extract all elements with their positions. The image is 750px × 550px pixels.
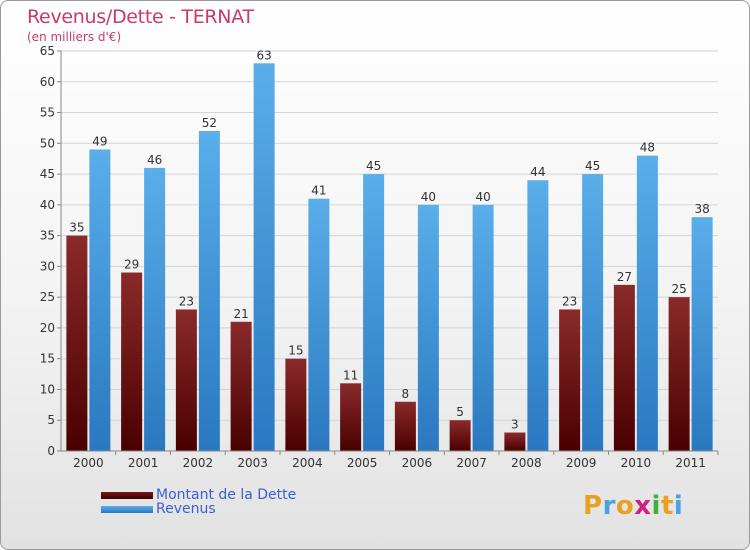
y-tick-label: 65 (40, 44, 55, 58)
bar-revenus (308, 198, 330, 451)
bar-debt (559, 309, 581, 451)
bar-revenus (417, 204, 439, 451)
legend-swatch-debt (101, 491, 153, 499)
logo-letter: o (615, 491, 635, 521)
bars-layer: 35 49 29 46 23 52 21 63 15 41 11 45 8 40 5 40 3 44 23 45 27 4… (66, 48, 713, 452)
y-tick-label: 50 (40, 136, 55, 150)
y-tick-label: 20 (40, 321, 55, 335)
x-tick-label: 2007 (456, 456, 487, 470)
x-tick-label: 2010 (621, 456, 652, 470)
legend-swatch-revenus (101, 505, 153, 513)
x-tick-label: 2001 (128, 456, 159, 470)
bar-debt (230, 321, 252, 451)
logo-letter: i (651, 491, 661, 521)
y-tick-label: 10 (40, 382, 55, 396)
y-tick-label: 55 (40, 106, 55, 120)
data-label-revenus: 48 (640, 141, 655, 155)
data-label-revenus: 38 (694, 202, 709, 216)
chart-subtitle: (en milliers d'€) (27, 30, 122, 44)
y-tick-label: 35 (40, 229, 55, 243)
x-tick-label: 2011 (675, 456, 706, 470)
bar-debt (121, 272, 143, 451)
bar-revenus (89, 149, 111, 451)
x-tick-label: 2003 (237, 456, 268, 470)
bar-debt (340, 383, 362, 451)
data-label-debt: 25 (671, 282, 686, 296)
data-label-debt: 29 (124, 258, 139, 272)
bar-revenus (582, 174, 604, 452)
x-tick-label: 2002 (183, 456, 214, 470)
x-tick-label: 2005 (347, 456, 378, 470)
bar-debt (394, 401, 416, 451)
x-tick-label: 2000 (73, 456, 104, 470)
data-label-revenus: 45 (366, 159, 381, 173)
data-label-revenus: 63 (256, 48, 271, 62)
data-label-debt: 15 (288, 344, 303, 358)
y-tick-label: 30 (40, 259, 55, 273)
y-tick-label: 25 (40, 290, 55, 304)
chart-title: Revenus/Dette - TERNAT (27, 6, 254, 28)
bar-revenus (198, 131, 220, 451)
data-label-debt: 27 (617, 270, 632, 284)
bar-revenus (691, 217, 713, 451)
data-label-revenus: 40 (475, 190, 490, 204)
grid-layer (61, 50, 718, 452)
bar-revenus (144, 167, 166, 451)
bar-debt (504, 432, 526, 451)
bar-debt (449, 420, 471, 451)
data-label-revenus: 40 (421, 190, 436, 204)
data-label-revenus: 46 (147, 153, 162, 167)
x-tick-label: 2009 (566, 456, 597, 470)
data-label-debt: 11 (343, 368, 358, 382)
data-label-debt: 3 (511, 418, 519, 432)
y-tick-label: 40 (40, 198, 55, 212)
bar-revenus (253, 63, 275, 452)
data-label-revenus: 52 (202, 116, 217, 130)
logo-letter: t (660, 491, 674, 521)
logo-letter: x (634, 491, 652, 521)
bar-debt (66, 235, 88, 451)
bar-debt (668, 297, 690, 451)
bar-revenus (363, 174, 385, 452)
legend-label-debt: Montant de la Dette (156, 487, 297, 503)
legend-label-revenus: Revenus (156, 501, 216, 517)
bar-debt (613, 284, 635, 451)
y-tick-label: 5 (47, 413, 55, 427)
bar-revenus (527, 180, 549, 451)
data-label-debt: 23 (179, 294, 194, 308)
bar-revenus (636, 155, 658, 451)
bar-revenus (472, 204, 494, 451)
legend-item-revenus: Revenus (101, 501, 216, 517)
y-tick-label: 60 (40, 75, 55, 89)
logo-letter: r (602, 491, 616, 521)
data-label-revenus: 45 (585, 159, 600, 173)
x-tick-label: 2006 (402, 456, 433, 470)
data-label-debt: 8 (402, 387, 410, 401)
data-label-debt: 5 (456, 405, 464, 419)
y-tick-label: 45 (40, 167, 55, 181)
y-tick-label: 0 (47, 444, 55, 458)
data-label-debt: 21 (233, 307, 248, 321)
data-label-debt: 23 (562, 294, 577, 308)
logo-letter: i (673, 491, 684, 521)
logo-letter: P (583, 491, 603, 521)
bar-debt (285, 358, 307, 451)
data-label-revenus: 44 (530, 165, 545, 179)
x-tick-label: 2008 (511, 456, 542, 470)
data-label-revenus: 49 (92, 134, 107, 148)
bar-debt (175, 309, 197, 451)
data-label-revenus: 41 (311, 184, 326, 198)
data-label-debt: 35 (69, 221, 84, 235)
proxiti-logo: Proxiti (583, 491, 683, 521)
y-tick-label: 15 (40, 352, 55, 366)
x-tick-label: 2004 (292, 456, 323, 470)
legend-item-debt: Montant de la Dette (101, 487, 297, 503)
